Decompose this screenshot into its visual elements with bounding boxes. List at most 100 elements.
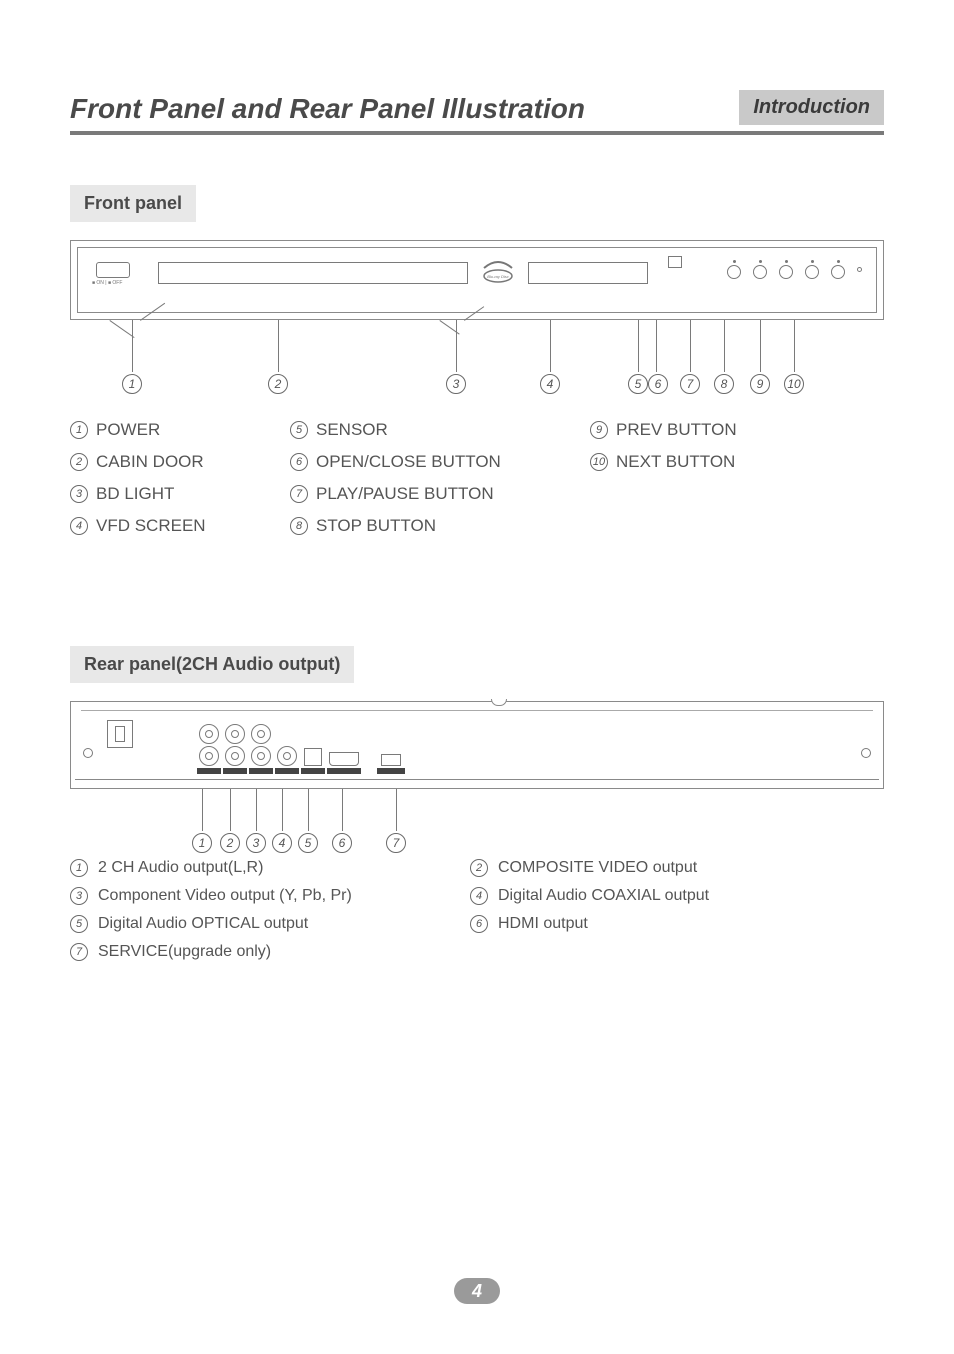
label-number: 3 [70, 485, 88, 503]
disc-tray-icon [158, 262, 468, 284]
label-row: 2 COMPOSITE VIDEO output [470, 859, 830, 877]
leader-line [256, 789, 257, 831]
label-number: 5 [70, 915, 88, 933]
label-text: PREV BUTTON [616, 420, 737, 440]
callout-number: 4 [272, 833, 292, 853]
leader-line [656, 320, 657, 372]
label-row: 6HDMI output [470, 915, 830, 933]
label-number: 2 [470, 859, 488, 877]
callout-number: 1 [192, 833, 212, 853]
label-row: 12 CH Audio output(L,R) [70, 859, 430, 877]
front-col-1: 1POWER 2 CABIN DOOR 3BD LIGHT 4VFD SCREEN [70, 420, 250, 536]
section-chip: Introduction [739, 90, 884, 125]
screw-icon [861, 748, 871, 758]
label-number: 10 [590, 453, 608, 471]
label-row: 8 STOP BUTTON [290, 516, 550, 536]
rear-base-edge [75, 779, 879, 780]
pinhole-icon [857, 267, 862, 272]
callout-number: 2 [268, 374, 288, 394]
label-row: 9 PREV BUTTON [590, 420, 770, 440]
label-row: 10 NEXT BUTTON [590, 452, 770, 472]
service-port-icon [377, 724, 405, 774]
leader-line [794, 320, 795, 372]
callout-number: 8 [714, 374, 734, 394]
header-row: Front Panel and Rear Panel Illustration … [70, 90, 884, 125]
label-number: 9 [590, 421, 608, 439]
callout-number: 1 [122, 374, 142, 394]
callout-number: 5 [628, 374, 648, 394]
label-row: 5 Digital Audio OPTICAL output [70, 915, 430, 933]
label-text: STOP BUTTON [316, 516, 436, 536]
prev-button-icon [805, 260, 819, 279]
front-heading: Front panel [70, 185, 196, 222]
leader-line [282, 789, 283, 831]
bluray-logo-icon: Blu-ray Disc [480, 258, 516, 286]
callout-number: 3 [246, 833, 266, 853]
next-button-icon [831, 260, 845, 279]
rear-jack-cluster [197, 724, 405, 774]
front-panel-face: ■ ON | ■ OFF Blu-ray Disc [77, 247, 877, 313]
power-switch-icon [96, 262, 130, 278]
leader-line [638, 320, 639, 372]
leader-diag [109, 320, 134, 338]
label-number: 1 [70, 421, 88, 439]
composite-jack [223, 724, 247, 774]
leader-line [230, 789, 231, 831]
optical-jack [301, 724, 325, 774]
hdmi-port-icon [327, 724, 361, 774]
leader-line [550, 320, 551, 372]
vfd-screen-icon [528, 262, 648, 284]
label-number: 8 [290, 517, 308, 535]
label-text: NEXT BUTTON [616, 452, 735, 472]
label-row: 7PLAY/PAUSE BUTTON [290, 484, 550, 504]
leader-line [132, 320, 133, 372]
leader-line [342, 789, 343, 831]
callout-number: 3 [446, 374, 466, 394]
label-row: 1POWER [70, 420, 250, 440]
label-row: 4Digital Audio COAXIAL output [470, 887, 830, 905]
rear-panel-section: Rear panel(2CH Audio output) [70, 646, 884, 961]
callout-number: 2 [220, 833, 240, 853]
callout-number: 9 [750, 374, 770, 394]
label-row: 6OPEN/CLOSE BUTTON [290, 452, 550, 472]
title-rule [70, 131, 884, 135]
screw-icon [83, 748, 93, 758]
label-text: Component Video output (Y, Pb, Pr) [98, 887, 352, 905]
usb-port-icon [107, 720, 133, 748]
label-number: 3 [70, 887, 88, 905]
callout-number: 5 [298, 833, 318, 853]
leader-line [760, 320, 761, 372]
leader-line [202, 789, 203, 831]
label-text: SENSOR [316, 420, 388, 440]
rear-panel-diagram [70, 701, 884, 789]
page-title: Front Panel and Rear Panel Illustration [70, 93, 585, 125]
play-pause-button-icon [753, 260, 767, 279]
callout-number: 10 [784, 374, 804, 394]
front-leader-lines: 1 2 3 4 5 6 7 8 9 10 [70, 320, 884, 402]
leader-line [396, 789, 397, 831]
label-text: HDMI output [498, 915, 588, 933]
label-number: 7 [290, 485, 308, 503]
label-number: 4 [470, 887, 488, 905]
label-row: 2 CABIN DOOR [70, 452, 250, 472]
label-row: 7SERVICE(upgrade only) [70, 943, 430, 961]
label-text: CABIN DOOR [96, 452, 204, 472]
front-label-columns: 1POWER 2 CABIN DOOR 3BD LIGHT 4VFD SCREEN… [70, 420, 884, 536]
rear-leader-lines: 1 2 3 4 5 6 7 [70, 789, 884, 859]
callout-number: 7 [386, 833, 406, 853]
label-number: 5 [290, 421, 308, 439]
callout-number: 6 [648, 374, 668, 394]
open-close-button-icon [727, 260, 741, 279]
label-text: Digital Audio OPTICAL output [98, 915, 308, 933]
power-switch-label: ■ ON | ■ OFF [92, 280, 122, 286]
callout-number: 6 [332, 833, 352, 853]
callout-number: 4 [540, 374, 560, 394]
rear-heading: Rear panel(2CH Audio output) [70, 646, 354, 683]
label-number: 2 [70, 453, 88, 471]
label-row: 4VFD SCREEN [70, 516, 250, 536]
front-col-3: 9 PREV BUTTON 10 NEXT BUTTON [590, 420, 770, 536]
rear-label-grid: 12 CH Audio output(L,R) 2 COMPOSITE VIDEO… [70, 859, 884, 961]
label-row: 3BD LIGHT [70, 484, 250, 504]
ir-sensor-icon [668, 256, 682, 268]
label-text: COMPOSITE VIDEO output [498, 859, 697, 877]
